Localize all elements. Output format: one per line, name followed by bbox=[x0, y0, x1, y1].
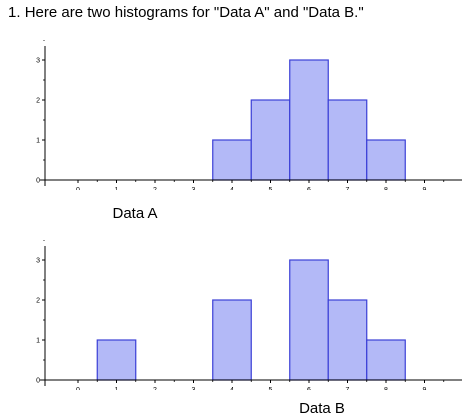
data-b-x-tick-label-8: 8 bbox=[384, 387, 388, 390]
data-b-y-tick-label-1: 1 bbox=[36, 338, 40, 345]
data-b-x-tick-label-5: 5 bbox=[269, 387, 273, 390]
data-b-x-tick-label-1: 1 bbox=[115, 387, 119, 390]
histogram-data-a: 0 1 2 3 4 5 6 7 8 9 0 1 2 3 bbox=[36, 40, 462, 190]
data-b-bar-1 bbox=[96, 339, 137, 381]
data-a-y-tick-label-0: 0 bbox=[36, 178, 40, 185]
data-a-x-tick-label-3: 3 bbox=[192, 187, 196, 190]
question-body: Here are two histograms for "Data A" and… bbox=[24, 4, 364, 21]
data-a-x-tick-label-1: 1 bbox=[115, 187, 119, 190]
data-b-bar-8 bbox=[366, 339, 406, 381]
data-b-x-tick-label-4: 4 bbox=[230, 387, 234, 390]
data-b-bar-7 bbox=[327, 299, 368, 381]
question-text: 1. Here are two histograms for "Data A" … bbox=[8, 4, 364, 21]
data-b-x-tick-label-6: 6 bbox=[307, 387, 311, 390]
data-b-x-tick-label-9: 9 bbox=[423, 387, 427, 390]
data-b-x-tick-label-2: 2 bbox=[153, 387, 157, 390]
data-a-bar-8 bbox=[366, 139, 406, 181]
chart-label-data-a: Data A bbox=[112, 205, 158, 222]
data-b-y-tick-label-0: 0 bbox=[36, 378, 40, 385]
data-a-x-tick-label-2: 2 bbox=[153, 187, 157, 190]
data-b-y-tick-label-2: 2 bbox=[36, 298, 40, 305]
question-number: 1. bbox=[8, 4, 21, 21]
histogram-data-b: 0 1 2 3 4 5 6 7 8 9 0 1 2 3 bbox=[36, 240, 462, 390]
data-a-x-tick-label-5: 5 bbox=[269, 187, 273, 190]
data-a-bar-6 bbox=[289, 59, 329, 181]
data-b-bar-4 bbox=[212, 299, 252, 381]
data-a-y-tick-label-3: 3 bbox=[36, 58, 40, 65]
data-a-x-tick-label-4: 4 bbox=[230, 187, 234, 190]
data-a-x-tick-label-6: 6 bbox=[307, 187, 311, 190]
data-b-y-tick-label-3: 3 bbox=[36, 258, 40, 265]
data-a-x-tick-label-9: 9 bbox=[423, 187, 427, 190]
data-b-x-tick-label-3: 3 bbox=[192, 387, 196, 390]
data-a-x-tick-label-0: 0 bbox=[76, 187, 80, 190]
data-a-x-tick-label-8: 8 bbox=[384, 187, 388, 190]
data-a-y-tick-label-1: 1 bbox=[36, 138, 40, 145]
chart-label-data-b: Data B bbox=[299, 400, 345, 417]
data-a-bar-5 bbox=[250, 99, 291, 181]
data-b-bar-6 bbox=[289, 259, 329, 381]
data-a-x-tick-label-7: 7 bbox=[346, 187, 350, 190]
data-a-bar-4 bbox=[212, 139, 252, 181]
data-a-y-tick-label-2: 2 bbox=[36, 98, 40, 105]
data-b-x-tick-label-7: 7 bbox=[346, 387, 350, 390]
data-b-x-tick-label-0: 0 bbox=[76, 387, 80, 390]
data-a-bar-7 bbox=[327, 99, 368, 181]
